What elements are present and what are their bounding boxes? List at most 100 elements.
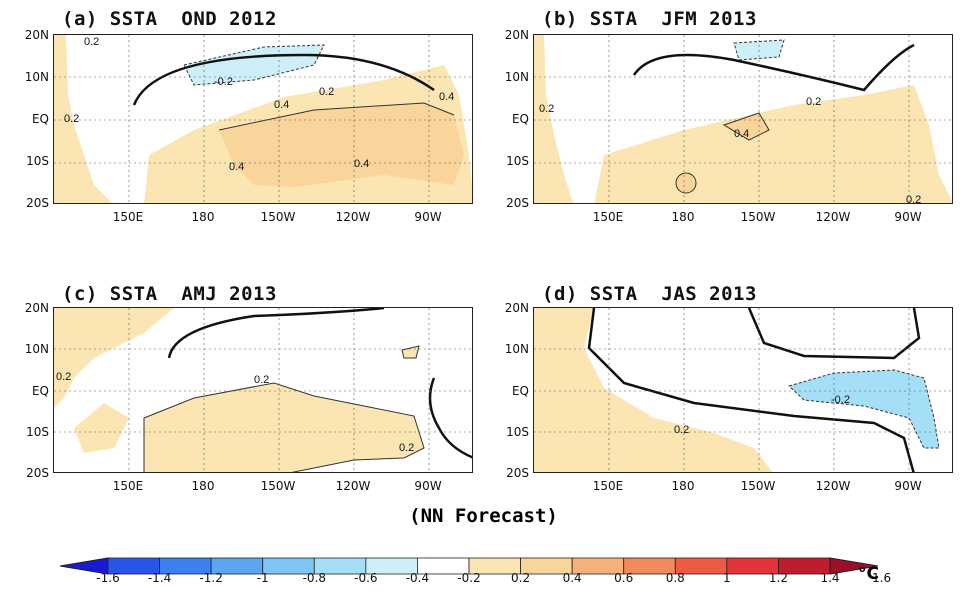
contour-labels: 0.2 0.2 0.4 0.2 <box>539 96 921 204</box>
zero-contour <box>632 43 915 92</box>
x-tick: 150W <box>260 479 296 493</box>
warm-anomaly-0.4 <box>722 112 770 141</box>
contour-label: 0.2 <box>56 371 71 383</box>
zero-contour <box>132 53 435 106</box>
y-tick: 20S <box>506 196 529 210</box>
x-tick: 180 <box>191 479 215 493</box>
gridlines <box>54 35 472 203</box>
contour-label: 0.2 <box>254 374 269 386</box>
x-tick: 90W <box>894 210 922 224</box>
y-tick: 20N <box>24 301 49 315</box>
y-tick: 20N <box>504 301 529 315</box>
y-tick: 20S <box>26 196 49 210</box>
x-tick: 150E <box>112 479 144 493</box>
colorbar-tick-label: 0.2 <box>511 571 531 585</box>
colorbar-tick-label: -0.8 <box>302 571 326 585</box>
colorbar-unit: °C <box>858 564 879 584</box>
warm-spot <box>675 172 697 194</box>
contour-label: 0.2 <box>64 113 79 125</box>
x-tick: 180 <box>671 210 695 224</box>
x-tick: 90W <box>414 210 442 224</box>
zero-contour-south <box>587 308 915 472</box>
contour-label: 0.4 <box>354 158 369 170</box>
colorbar-max-arrow <box>829 557 879 575</box>
x-tick: 90W <box>414 479 442 493</box>
y-tick: EQ <box>511 384 529 398</box>
x-tick: 120W <box>335 210 371 224</box>
panel-title: (d) SSTA JAS 2013 <box>542 283 757 305</box>
contour-label: 0.4 <box>734 128 749 140</box>
warm-anomaly-0.2 <box>594 85 952 203</box>
colorbar-tick-label: -1.6 <box>96 571 120 585</box>
contour-labels: 0.2 0.2 0.2 <box>56 371 414 454</box>
map-b: 0.2 0.2 0.4 0.2 <box>533 34 953 204</box>
zero-contour-north <box>747 308 921 360</box>
contour-label: 0.2 <box>399 442 414 454</box>
zero-contour-east <box>428 377 472 459</box>
x-tick: 150E <box>592 479 624 493</box>
contour-labels: -0.2 0.2 0.4 0.2 0.4 0.4 0.4 0.2 <box>64 36 454 173</box>
panel-title: (b) SSTA JFM 2013 <box>542 8 757 30</box>
gridlines <box>534 35 952 203</box>
y-tick: 10N <box>504 70 529 84</box>
warm-anomaly-west <box>534 35 574 203</box>
y-tick: 10N <box>24 342 49 356</box>
gridlines <box>534 308 952 472</box>
contour-label: -0.2 <box>214 76 233 88</box>
x-tick: 150E <box>112 210 144 224</box>
panel-title: (c) SSTA AMJ 2013 <box>62 283 277 305</box>
x-tick: 120W <box>815 479 851 493</box>
ssta-map-a: -0.2 0.2 0.4 0.2 0.4 0.4 0.4 0.2 <box>54 35 472 203</box>
y-tick: 20N <box>504 28 529 42</box>
map-c: 0.2 0.2 0.2 <box>53 307 473 473</box>
colorbar-tick-label: -0.6 <box>354 571 378 585</box>
colorbar-tick-label: -0.4 <box>405 571 430 585</box>
y-tick: 20N <box>24 28 49 42</box>
colorbar-tick-label: 0.6 <box>614 571 634 585</box>
contour-label: 0.2 <box>674 424 689 436</box>
contour-label: -0.2 <box>831 394 850 406</box>
cool-anomaly-neg0.2 <box>788 369 940 449</box>
warm-anomaly-0.4 <box>219 103 464 187</box>
y-tick: 20S <box>506 466 529 480</box>
colorbar-tick-label: -1 <box>256 571 269 585</box>
x-tick: 150W <box>740 210 776 224</box>
y-tick: EQ <box>31 384 49 398</box>
contour-label: 0.2 <box>539 103 554 115</box>
zero-contour-north <box>167 308 385 359</box>
colorbar-tick-label: 0.8 <box>665 571 685 585</box>
panel-title: (a) SSTA OND 2012 <box>62 8 277 30</box>
contour-label: 0.2 <box>906 194 921 204</box>
contour-label: 0.2 <box>319 86 334 98</box>
colorbar-tick-label: -0.2 <box>457 571 481 585</box>
warm-anomaly-west <box>54 35 112 203</box>
colorbar-tick-label: 0.4 <box>562 571 582 585</box>
warm-anomaly-0.2 <box>534 308 773 472</box>
cool-anomaly-neg0.2 <box>183 44 325 86</box>
gridlines <box>54 308 472 472</box>
y-tick: 10S <box>26 425 49 439</box>
x-tick: 90W <box>894 479 922 493</box>
y-tick: 10N <box>504 342 529 356</box>
colorbar-tick-label: 1.2 <box>768 571 788 585</box>
contour-label: 0.4 <box>439 91 454 103</box>
colorbar-tick-label: 1 <box>723 571 731 585</box>
colorbar-tick-label: -1.2 <box>199 571 223 585</box>
figure-caption: (NN Forecast) <box>409 505 558 527</box>
warm-anomaly-0.2 <box>143 382 425 472</box>
contour-labels: -0.2 0.2 <box>674 394 850 436</box>
contour-label: 0.2 <box>84 36 99 48</box>
warm-spot <box>401 345 420 359</box>
colorbar-tick-label: 1.4 <box>820 571 840 585</box>
y-tick: EQ <box>511 112 529 126</box>
contour-label: 0.4 <box>274 99 289 111</box>
map-a: -0.2 0.2 0.4 0.2 0.4 0.4 0.4 0.2 <box>53 34 473 204</box>
ssta-map-d: -0.2 0.2 <box>534 308 952 472</box>
y-tick: 10N <box>24 70 49 84</box>
contour-label: 0.2 <box>806 96 821 108</box>
y-tick: 20S <box>26 466 49 480</box>
colorbar-tick-label: 1.6 <box>872 571 892 585</box>
warm-anomaly-west <box>74 403 129 453</box>
y-tick: 10S <box>26 154 49 168</box>
ssta-map-b: 0.2 0.2 0.4 0.2 <box>534 35 952 204</box>
